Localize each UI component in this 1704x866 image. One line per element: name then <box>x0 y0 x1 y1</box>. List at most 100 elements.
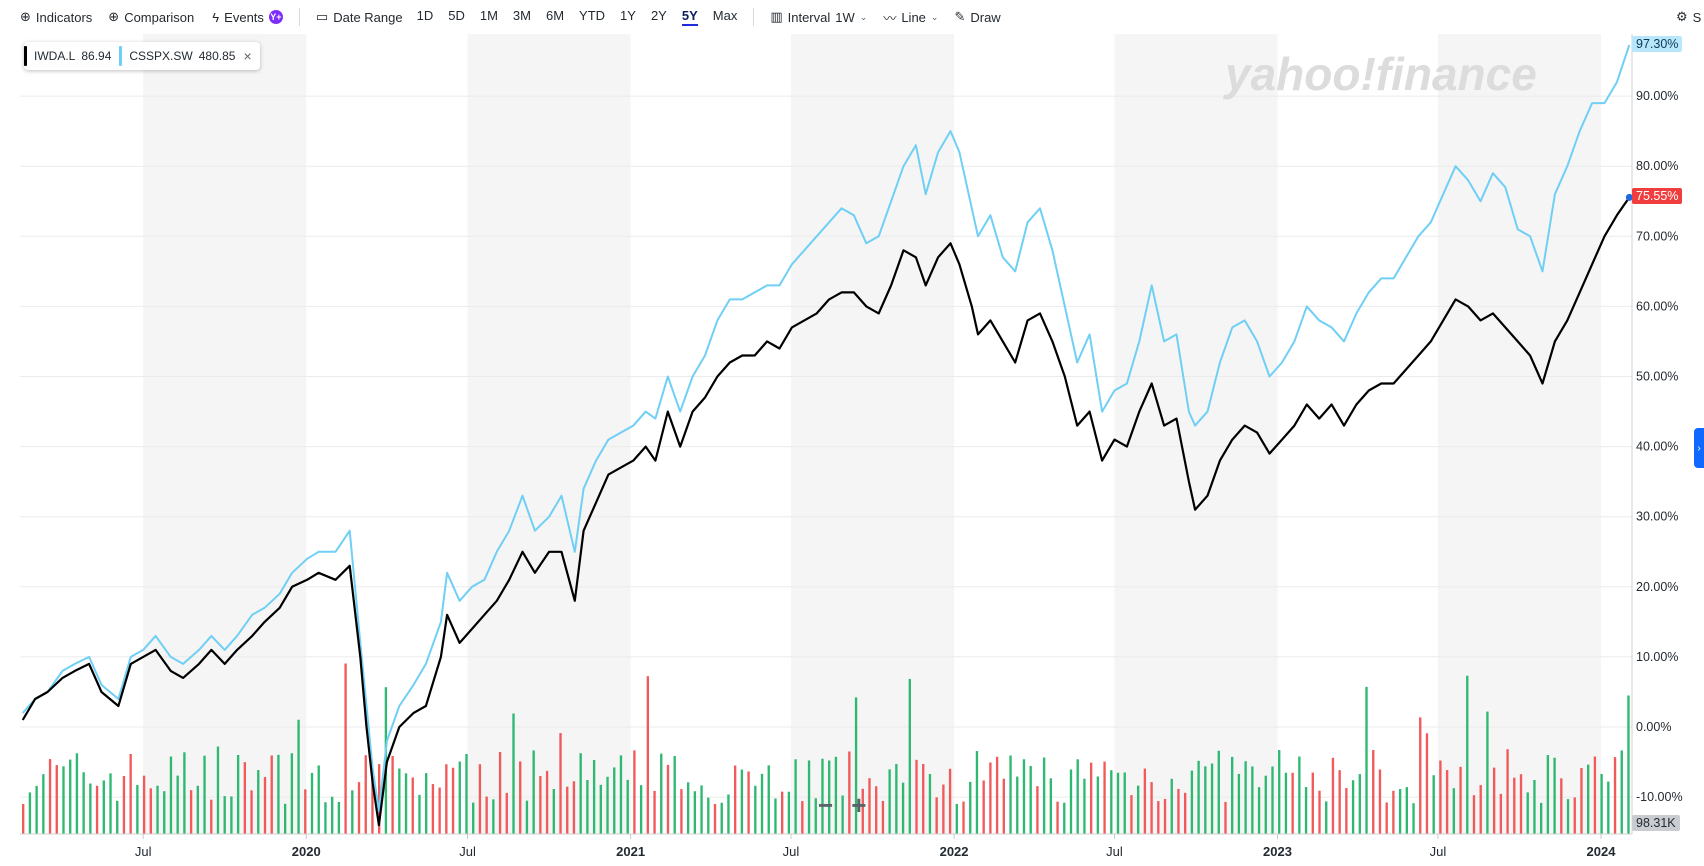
date-range-button[interactable]: ▭ Date Range <box>316 9 403 25</box>
legend-item-iwda-l[interactable]: IWDA.L 86.94 <box>24 42 119 70</box>
volume-bar <box>613 767 616 834</box>
series-line-csspx-sw <box>21 44 1631 813</box>
volume-bar <box>163 791 166 834</box>
volume-bar <box>1358 774 1361 834</box>
volume-bar <box>700 785 703 834</box>
x-tick-label: Jul <box>135 844 152 859</box>
range-button-5y[interactable]: 5Y <box>681 8 698 26</box>
volume-bar <box>814 798 817 834</box>
legend-item-csspx-sw[interactable]: CSSPX.SW 480.85 × <box>119 42 259 70</box>
volume-bar <box>1580 768 1583 834</box>
ruler-icon: ▥ <box>770 9 783 24</box>
volume-bar <box>922 764 925 834</box>
volume-bar <box>1479 785 1482 834</box>
range-button-3m[interactable]: 3M <box>512 8 531 23</box>
period-band <box>790 34 955 834</box>
series-line-iwda-l <box>21 196 1631 827</box>
y-tick-label: 50.00% <box>1636 370 1678 384</box>
legend-color-swatch <box>24 46 27 66</box>
volume-bar <box>707 797 710 834</box>
volume-bar <box>1345 788 1348 834</box>
line-type-button[interactable]: 〰 Line ⌄ <box>883 8 938 27</box>
period-band <box>467 34 631 834</box>
volume-bar <box>559 733 562 834</box>
volume-bar <box>1170 778 1173 834</box>
range-button-max[interactable]: Max <box>712 8 738 23</box>
volume-bar <box>1398 789 1402 834</box>
volume-bar <box>183 752 186 834</box>
volume-bar <box>881 800 885 834</box>
zoom-out-button[interactable]: − <box>818 790 834 820</box>
volume-bar <box>512 713 515 834</box>
x-tick-label: Jul <box>459 844 476 859</box>
volume-bar <box>1372 750 1375 834</box>
plus-circle-icon: ⊕ <box>20 9 31 24</box>
volume-bar <box>915 759 918 834</box>
volume-bar <box>680 789 683 834</box>
volume-bar <box>1049 778 1053 834</box>
range-button-6m[interactable]: 6M <box>545 8 565 23</box>
volume-bar <box>1063 802 1066 834</box>
volume-bar <box>780 791 784 834</box>
volume-bar <box>895 763 898 834</box>
range-button-2y[interactable]: 2Y <box>650 8 667 23</box>
range-button-5d[interactable]: 5D <box>448 8 465 23</box>
y-tick-label: 60.00% <box>1636 299 1678 313</box>
volume-bar <box>1533 780 1536 834</box>
volume-bar <box>1600 773 1603 834</box>
volume-bar <box>626 779 629 834</box>
volume-bar <box>1150 782 1153 834</box>
volume-bar <box>1304 787 1308 834</box>
events-button[interactable]: ϟ Events Y+ <box>212 10 283 25</box>
volume-bar <box>1613 757 1617 834</box>
draw-button[interactable]: ✎ Draw <box>954 9 1000 25</box>
comparison-button[interactable]: ⊕ Comparison <box>108 9 194 25</box>
volume-bar <box>1627 695 1630 834</box>
volume-bar <box>1325 801 1328 834</box>
expand-panel-tab[interactable]: › <box>1694 428 1704 468</box>
volume-bar <box>982 780 985 834</box>
indicators-button[interactable]: ⊕ Indicators <box>20 9 92 25</box>
chart-toolbar: ⊕ Indicators ⊕ Comparison ϟ Events Y+ ▭ … <box>0 0 1704 34</box>
volume-bar <box>1378 769 1382 834</box>
volume-bar <box>1445 770 1449 834</box>
zoom-controls: − + <box>818 790 866 821</box>
range-button-ytd[interactable]: YTD <box>579 8 606 23</box>
volume-bar <box>1130 795 1133 834</box>
range-button-1d[interactable]: 1D <box>416 8 434 23</box>
volume-bar <box>928 774 932 834</box>
volume-bar <box>364 755 367 834</box>
interval-button[interactable]: ▥ Interval 1W ⌄ <box>770 9 867 25</box>
volume-bar <box>1022 759 1026 834</box>
volume-bar <box>1197 760 1200 834</box>
zoom-in-button[interactable]: + <box>851 790 867 820</box>
volume-bar <box>552 789 555 834</box>
y-tick-label: 0.00% <box>1636 720 1671 734</box>
settings-button[interactable]: ⚙ S <box>1676 9 1701 25</box>
volume-bar <box>1472 795 1476 834</box>
line-label: Line <box>901 9 926 25</box>
legend-value: 86.94 <box>81 49 112 63</box>
volume-bar <box>1271 766 1274 834</box>
volume-bar <box>492 799 495 834</box>
y-tick-label: 40.00% <box>1636 440 1678 454</box>
volume-bar <box>1318 790 1321 834</box>
x-tick-label: 2023 <box>1263 844 1292 859</box>
volume-bar <box>1089 762 1093 834</box>
price-chart[interactable]: 90.00% 80.00% 70.00% 60.00% 50.00% 40.00% 30.0… <box>0 34 1704 866</box>
volume-bar <box>1365 686 1368 834</box>
volume-bar <box>82 772 85 834</box>
range-button-1m[interactable]: 1M <box>479 8 498 23</box>
close-icon[interactable]: × <box>243 48 252 64</box>
volume-bar <box>713 803 717 834</box>
volume-bar <box>236 755 240 834</box>
iwda-last-value-tag: 75.55% <box>1632 188 1683 205</box>
volume-bar <box>1519 774 1523 834</box>
range-button-1y[interactable]: 1Y <box>620 8 636 23</box>
legend-symbol: IWDA.L <box>34 49 76 63</box>
volume-bar <box>391 756 394 834</box>
volume-bar <box>733 765 737 834</box>
volume-bar <box>1439 760 1442 834</box>
x-tick-label: Jul <box>1106 844 1123 859</box>
volume-bar <box>102 780 105 834</box>
